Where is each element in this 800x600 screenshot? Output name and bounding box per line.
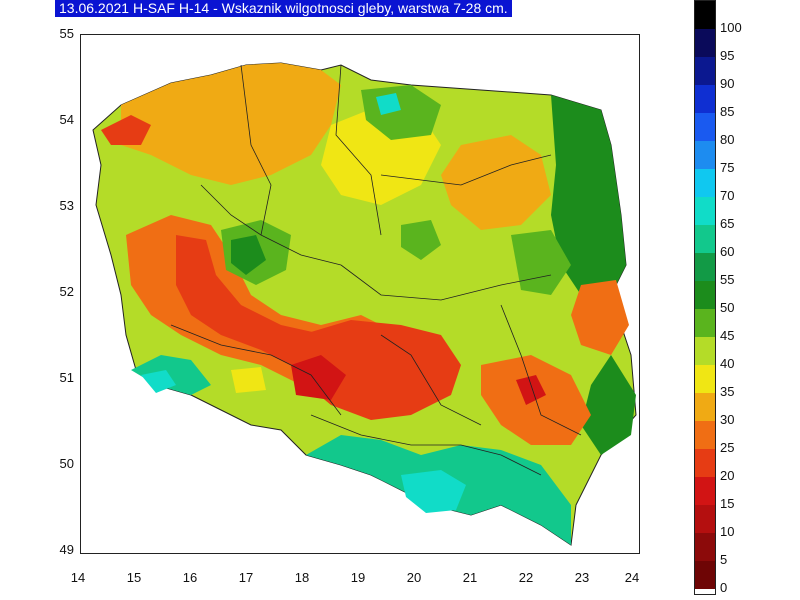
legend-color-cell — [695, 253, 715, 281]
legend-color-cell — [695, 365, 715, 393]
legend-label: 95 — [720, 48, 735, 63]
map-title: 13.06.2021 H-SAF H-14 - Wskaznik wilgotn… — [55, 0, 512, 17]
central-dark-red — [291, 355, 346, 400]
north-red-spot — [101, 115, 151, 145]
soil-moisture-map — [92, 62, 637, 546]
southeast-red-spot — [516, 375, 546, 405]
x-tick-label: 20 — [406, 570, 422, 585]
legend-color-cell — [695, 197, 715, 225]
x-tick-label: 21 — [462, 570, 478, 585]
legend-label: 10 — [720, 524, 735, 539]
y-tick-label: 49 — [59, 542, 74, 557]
legend-color-cell — [695, 561, 715, 589]
legend-color-cell — [695, 169, 715, 197]
x-tick-label: 15 — [126, 570, 142, 585]
x-tick-label: 14 — [70, 570, 86, 585]
y-tick-label: 54 — [59, 112, 74, 127]
legend-label: 0 — [720, 580, 728, 595]
legend-label: 70 — [720, 188, 735, 203]
east-green-region — [551, 95, 626, 295]
legend-label: 50 — [720, 300, 735, 315]
legend-color-cell — [695, 141, 715, 169]
y-tick-label: 55 — [59, 26, 74, 41]
legend-color-cell — [695, 393, 715, 421]
legend-label: 25 — [720, 440, 735, 455]
east-lightgreen — [511, 230, 571, 295]
legend-label: 80 — [720, 132, 735, 147]
legend-color-cell — [695, 281, 715, 309]
legend-label: 65 — [720, 216, 735, 231]
x-tick-label: 22 — [518, 570, 534, 585]
x-tick-label: 23 — [574, 570, 590, 585]
legend-label: 30 — [720, 412, 735, 427]
color-legend — [694, 0, 716, 595]
legend-label: 15 — [720, 496, 735, 511]
x-tick-label: 24 — [624, 570, 640, 585]
legend-color-cell — [695, 533, 715, 561]
y-tick-label: 50 — [59, 456, 74, 471]
y-tick-label: 51 — [59, 370, 74, 385]
legend-color-cell — [695, 113, 715, 141]
east-orange-region — [571, 280, 629, 355]
legend-label: 85 — [720, 104, 735, 119]
x-tick-label: 16 — [182, 570, 198, 585]
legend-label: 90 — [720, 76, 735, 91]
map-frame — [80, 34, 640, 554]
legend-color-cell — [695, 57, 715, 85]
legend-color-cell — [695, 225, 715, 253]
y-tick-label: 52 — [59, 284, 74, 299]
x-tick-label: 18 — [294, 570, 310, 585]
legend-color-cell — [695, 1, 715, 29]
legend-color-cell — [695, 309, 715, 337]
legend-color-cell — [695, 449, 715, 477]
center-green-core — [231, 235, 266, 275]
center-green-spot — [401, 220, 441, 260]
legend-label: 40 — [720, 356, 735, 371]
southwest-yellow-spot — [231, 367, 266, 393]
legend-label: 75 — [720, 160, 735, 175]
legend-label: 5 — [720, 552, 728, 567]
legend-label: 20 — [720, 468, 735, 483]
legend-color-cell — [695, 337, 715, 365]
north-orange-region — [121, 63, 341, 185]
legend-color-cell — [695, 85, 715, 113]
legend-label: 35 — [720, 384, 735, 399]
southwest-cyan-spot — [141, 370, 176, 393]
legend-color-cell — [695, 421, 715, 449]
northeast-cyan-spot — [376, 93, 401, 115]
province-boundaries — [170, 64, 582, 476]
legend-color-cell — [695, 505, 715, 533]
legend-label: 100 — [720, 20, 742, 35]
legend-label: 45 — [720, 328, 735, 343]
central-red-region — [301, 320, 461, 420]
south-cyan-region — [401, 470, 466, 513]
legend-label: 55 — [720, 272, 735, 287]
legend-color-cell — [695, 29, 715, 57]
southwest-green-region — [131, 355, 211, 395]
southeast-green — [581, 355, 636, 455]
y-tick-label: 53 — [59, 198, 74, 213]
legend-color-cell — [695, 477, 715, 505]
northeast-orange-region — [441, 135, 551, 230]
x-tick-label: 17 — [238, 570, 254, 585]
legend-label: 60 — [720, 244, 735, 259]
x-tick-label: 19 — [350, 570, 366, 585]
